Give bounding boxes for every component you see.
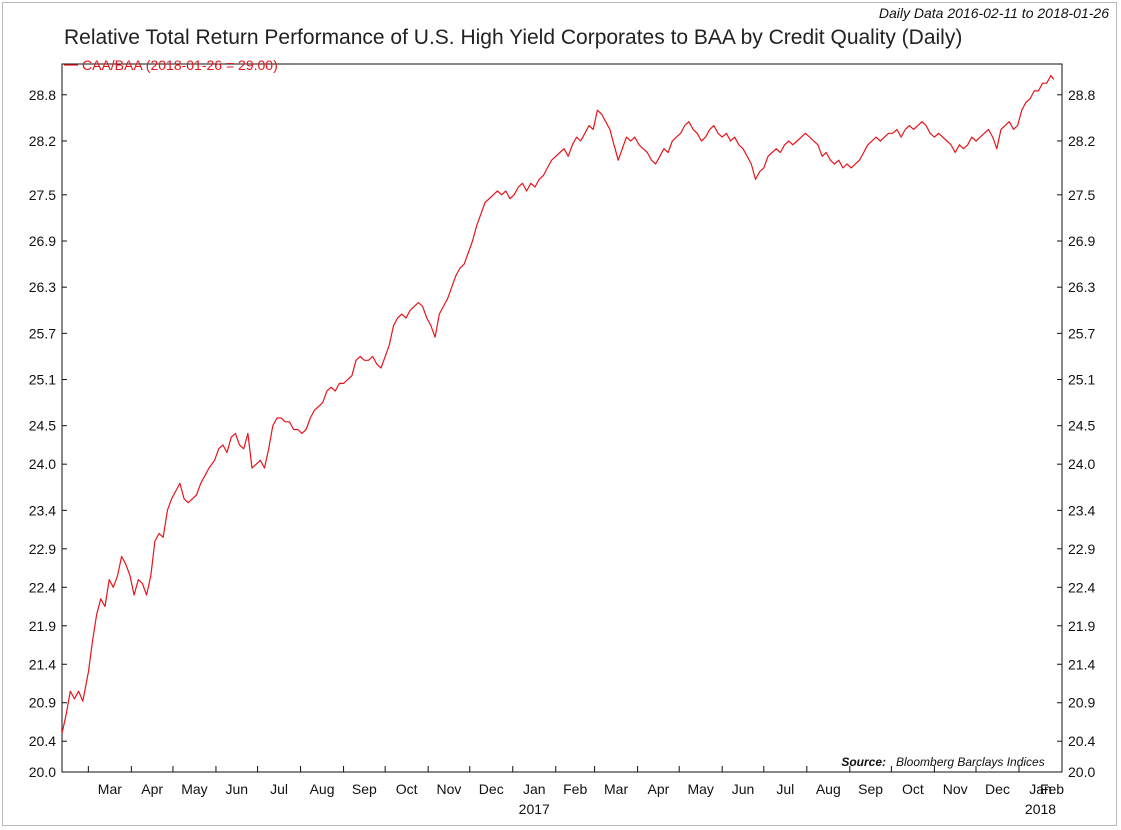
x-year-label: 2017 [519,801,550,817]
x-tick-label: Feb [1040,781,1064,797]
x-tick-label: Dec [479,781,504,797]
x-tick-label: Dec [985,781,1010,797]
x-tick-label: Mar [604,781,628,797]
legend-label: CAA/BAA (2018-01-26 = 29.00) [82,57,278,73]
y-tick-label-right: 22.4 [1068,579,1095,595]
x-tick-label: Jan [1029,781,1052,797]
y-tick-label-left: 24.0 [29,456,56,472]
y-tick-label-right: 20.0 [1068,764,1095,780]
x-tick-label: Aug [816,781,841,797]
y-tick-label-right: 21.4 [1068,656,1095,672]
x-tick-label: Oct [396,781,418,797]
x-tick-label: Jul [270,781,288,797]
y-tick-label-right: 25.1 [1068,372,1095,388]
x-tick-label: Sep [352,781,377,797]
y-tick-label-right: 20.9 [1068,695,1095,711]
y-tick-label-left: 22.9 [29,541,56,557]
y-tick-label-right: 23.4 [1068,502,1095,518]
x-tick-label: May [687,781,713,797]
x-tick-label: Aug [310,781,335,797]
y-tick-label-right: 21.9 [1068,618,1095,634]
x-tick-label: Nov [437,781,462,797]
x-tick-label: Feb [563,781,587,797]
y-tick-label-left: 25.7 [29,325,56,341]
y-tick-label-left: 25.1 [29,372,56,388]
x-year-label: 2018 [1025,801,1056,817]
chart-title: Relative Total Return Performance of U.S… [64,26,963,49]
y-tick-label-right: 20.4 [1068,733,1095,749]
plot-area-border [61,63,1063,773]
y-tick-label-right: 28.2 [1068,133,1095,149]
y-tick-label-right: 26.9 [1068,233,1095,249]
y-tick-label-left: 28.2 [29,133,56,149]
x-tick-label: Jun [732,781,755,797]
x-tick-label: Apr [141,781,163,797]
y-tick-label-left: 20.4 [29,733,56,749]
y-tick-label-left: 21.9 [29,618,56,634]
y-tick-label-left: 28.8 [29,87,56,103]
source-prefix: Source: [841,755,886,769]
x-tick-label: Nov [943,781,968,797]
y-tick-label-right: 24.5 [1068,418,1095,434]
x-tick-label: Jul [776,781,794,797]
y-tick-label-right: 28.8 [1068,87,1095,103]
y-tick-label-right: 26.3 [1068,279,1095,295]
y-tick-label-left: 26.9 [29,233,56,249]
x-tick-label: Jun [225,781,248,797]
x-tick-label: Mar [98,781,122,797]
y-tick-label-right: 27.5 [1068,187,1095,203]
y-tick-label-left: 24.5 [29,418,56,434]
y-tick-label-right: 25.7 [1068,325,1095,341]
x-tick-label: Oct [902,781,924,797]
x-tick-label: Jan [523,781,546,797]
y-tick-label-left: 22.4 [29,579,56,595]
y-tick-label-right: 22.9 [1068,541,1095,557]
y-tick-label-left: 21.4 [29,656,56,672]
y-tick-label-right: 24.0 [1068,456,1095,472]
y-tick-label-left: 26.3 [29,279,56,295]
x-tick-label: Apr [647,781,669,797]
y-tick-label-left: 20.0 [29,764,56,780]
y-tick-label-left: 23.4 [29,502,56,518]
x-tick-label: May [181,781,207,797]
source-text: Bloomberg Barclays Indices [896,755,1045,769]
y-tick-label-left: 20.9 [29,695,56,711]
x-tick-label: Sep [858,781,883,797]
date-range-note: Daily Data 2016-02-11 to 2018-01-26 [878,5,1109,21]
series-line-caa-baa [61,74,1055,734]
y-tick-label-left: 27.5 [29,187,56,203]
